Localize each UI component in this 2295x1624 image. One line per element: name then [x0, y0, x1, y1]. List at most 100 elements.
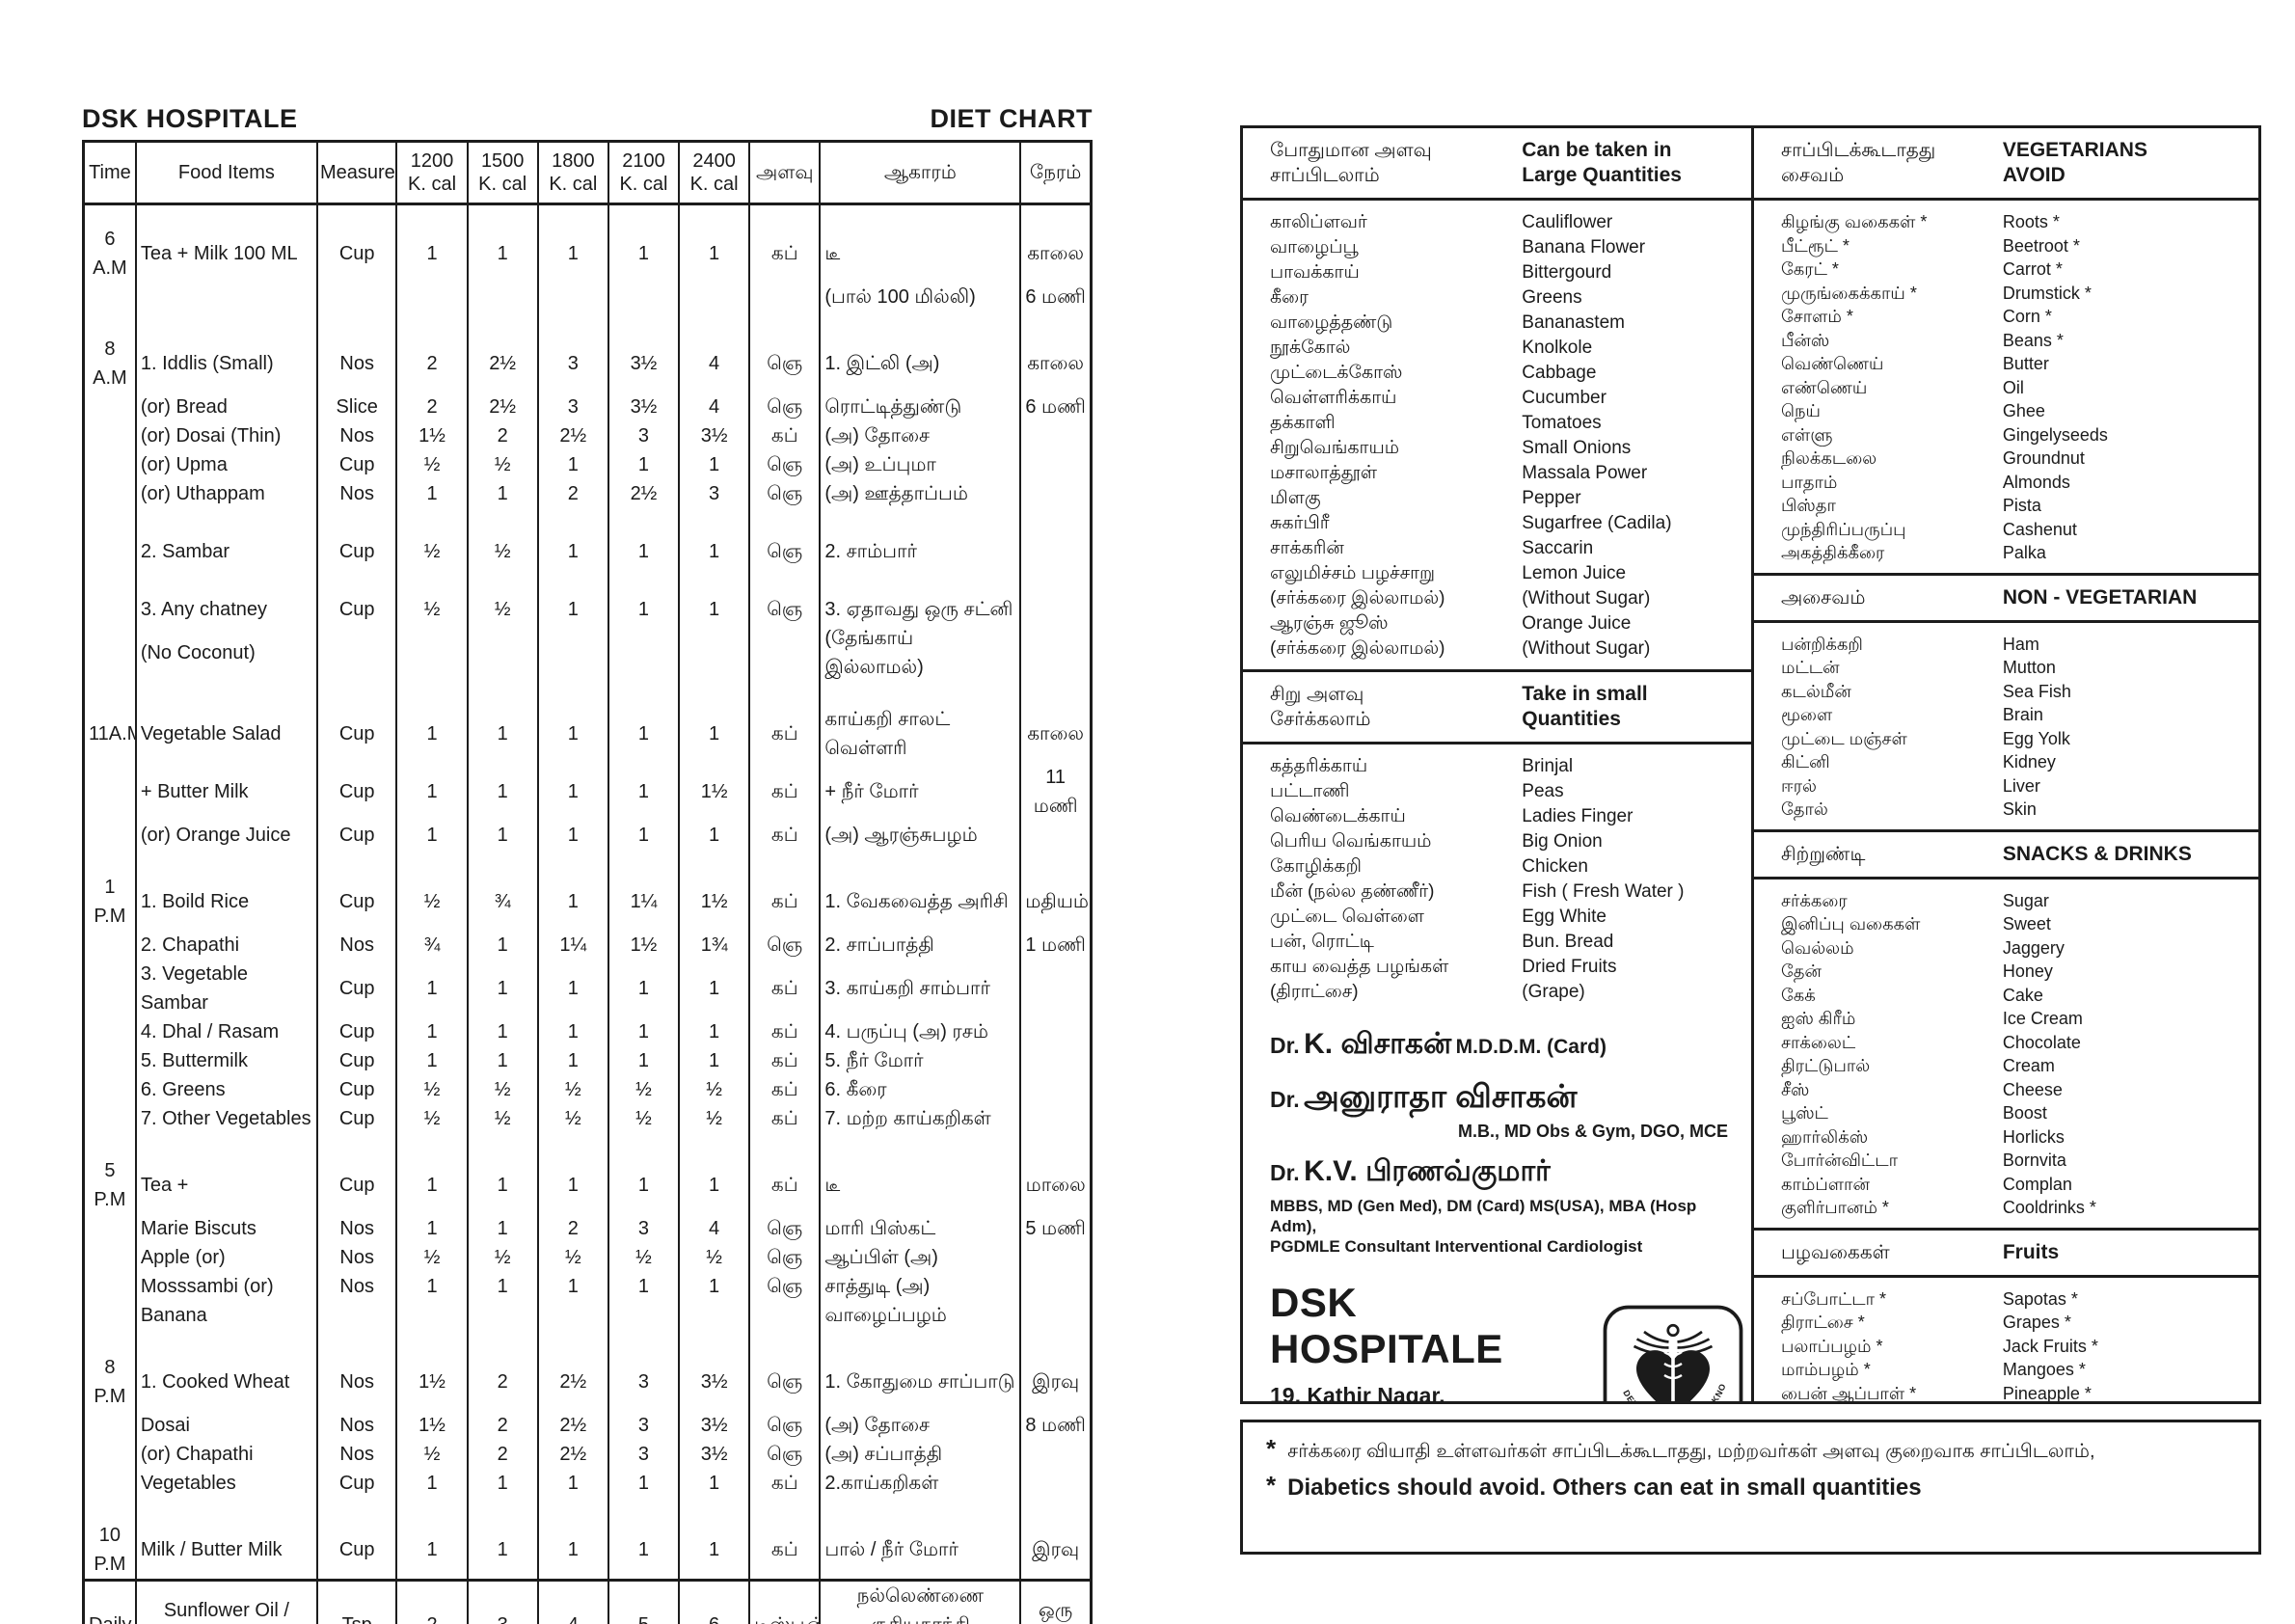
table-cell: 1: [466, 479, 539, 508]
table-cell: 1. Iddlis (Small): [134, 311, 318, 392]
term-english: Boost: [2002, 1103, 2047, 1123]
doctor-name: K.V. பிரணவ்குமார்: [1304, 1155, 1551, 1187]
term-english: Egg White: [1522, 907, 1606, 927]
table-cell: Cup: [315, 1498, 398, 1581]
table-cell: 1: [536, 1498, 609, 1581]
table-cell: [82, 1411, 137, 1440]
table-cell: 1. கோதுமை சாப்பாடு: [819, 1330, 1022, 1411]
term-english: Beetroot *: [2002, 235, 2080, 256]
term-tamil: வெண்டைக்காய்: [1270, 806, 1406, 826]
table-row: (or) Dosai (Thin) Nos 1½ 2 2½ 3 3½ கப் (அ) தோசை: [82, 421, 1093, 450]
table-cell: டீ: [819, 203, 1022, 283]
table-cell: (or) Bread: [134, 392, 318, 421]
term-tamil: ஐஸ் கிரீம்: [1781, 1009, 1856, 1028]
table-cell: Cup: [315, 595, 398, 624]
non-vegetarian-list: பன்றிக்கறி Ham மட்டன் Mutton கடல்மீன் Sea Fis…: [1754, 623, 2258, 829]
table-cell: வாழைப்பழம்: [819, 1301, 1022, 1330]
term-english: Tomatoes: [1522, 413, 1602, 433]
term-english: Sugarfree (Cadila): [1522, 513, 1672, 533]
list-item: ஹார்லிக்ஸ் Horlicks: [1781, 1125, 2253, 1150]
list-item: காலிப்ளவர் Cauliflower: [1270, 210, 1745, 235]
table-row: 5. Buttermilk Cup 1 1 1 1 1 கப் 5. நீர் மோர்: [82, 1046, 1093, 1075]
term-tamil: சப்போட்டா *: [1781, 1288, 1887, 1309]
table-cell: 2: [466, 1330, 539, 1411]
term-english: Knolkole: [1522, 338, 1593, 358]
table-cell: 1: [466, 682, 539, 763]
table-cell: [82, 1104, 137, 1133]
table-cell: [536, 1301, 609, 1330]
term-english: Bananastem: [1522, 312, 1625, 333]
term-english: Orange Juice: [1522, 613, 1632, 634]
table-row: Dosai Nos 1½ 2 2½ 3 3½ ஞெ (அ) தோசை 8 மணி: [82, 1411, 1093, 1440]
list-item: தக்காளி Tomatoes: [1270, 411, 1745, 436]
term-english: Corn *: [2002, 307, 2052, 326]
table-cell: 3. Any chatney: [134, 595, 318, 624]
term-tamil: பாவக்காய்: [1270, 262, 1360, 283]
term-english: Skin: [2002, 799, 2037, 819]
term-english: Mutton: [2002, 658, 2056, 677]
table-cell: [607, 566, 681, 595]
term-english: Butter: [2002, 354, 2049, 373]
table-row: 8 P.M 1. Cooked Wheat Nos 1½ 2 2½ 3 3½ ஞெ 1. கோது…: [82, 1330, 1093, 1411]
term-english: Sapotas *: [2002, 1288, 2078, 1309]
list-item: முருங்கைக்காய் * Drumstick *: [1781, 282, 2253, 306]
term-tamil: வெள்ளரிக்காய்: [1270, 388, 1397, 408]
list-item: பன்றிக்கறி Ham: [1781, 633, 2253, 657]
table-cell: ½: [466, 1075, 539, 1104]
term-tamil: முருங்கைக்காய் *: [1781, 283, 1917, 303]
term-tamil: (சர்க்கரை இல்லாமல்): [1270, 638, 1445, 659]
table-cell: Cup: [315, 1133, 398, 1214]
hospital-block: DSK HOSPITALE 19, Kathir Nagar,Kangeyam …: [1243, 1270, 1751, 1401]
table-cell: Nos: [315, 1214, 398, 1243]
table-cell: 5: [607, 1579, 681, 1624]
term-tamil: பன்றிக்கறி: [1781, 634, 1863, 654]
table-cell: [82, 421, 137, 450]
column-header: 1500 K. cal: [466, 141, 539, 205]
term-tamil: தக்காளி: [1270, 413, 1336, 433]
list-item: முட்டை வெள்ளை Egg White: [1270, 905, 1745, 930]
term-tamil: நூக்கோல்: [1270, 338, 1351, 358]
table-cell: [134, 283, 318, 311]
table-cell: ½: [607, 1104, 681, 1133]
term-english: Palka: [2002, 543, 2046, 562]
table-cell: [82, 595, 137, 624]
table-cell: 1: [466, 1272, 539, 1301]
table-cell: ஒரு நாள்: [1019, 1579, 1093, 1624]
list-item: முட்டைக்கோஸ் Cabbage: [1270, 361, 1745, 386]
table-cell: (அ) ஊத்தாப்பம்: [819, 479, 1022, 508]
table-cell: 7. Other Vegetables: [134, 1104, 318, 1133]
table-cell: 1: [536, 537, 609, 566]
term-tamil: தேன்: [1781, 961, 1822, 981]
list-item: எண்ணெய் Oil: [1781, 376, 2253, 400]
table-cell: 1: [395, 1498, 469, 1581]
term-english: Almonds: [2002, 472, 2070, 492]
table-cell: 10 P.M: [82, 1498, 137, 1581]
chart-title: DIET CHART: [930, 104, 1093, 133]
table-cell: [748, 624, 822, 682]
fruits-list: சப்போட்டா * Sapotas * திராட்சை * Grapes * பல…: [1754, 1278, 2258, 1402]
term-english: Jack Fruits *: [2002, 1336, 2098, 1356]
table-cell: (or) Orange Juice: [134, 821, 318, 850]
table-cell: (or) Chapathi: [134, 1440, 318, 1469]
table-cell: [315, 566, 398, 595]
list-item: இனிப்பு வகைகள் Sweet: [1781, 912, 2253, 936]
table-cell: ½: [678, 1075, 751, 1104]
list-item: கிழங்கு வகைகள் * Roots *: [1781, 210, 2253, 234]
table-cell: [395, 1301, 469, 1330]
term-english: (Without Sugar): [1522, 638, 1651, 659]
table-cell: 1: [536, 850, 609, 931]
vegetarians-avoid-list: கிழங்கு வகைகள் * Roots * பீட்ரூட் * Beetroo…: [1754, 201, 2258, 573]
table-cell: 6. கீரை: [819, 1075, 1022, 1104]
term-tamil: பைன் ஆப்பாள் *: [1781, 1383, 1917, 1402]
term-tamil: ஹார்லிக்ஸ்: [1781, 1126, 1869, 1147]
term-tamil: மிளகு: [1270, 488, 1321, 508]
table-cell: [536, 508, 609, 537]
list-item: பீட்ரூட் * Beetroot *: [1781, 234, 2253, 258]
column-header: 1200 K. cal: [395, 141, 469, 205]
table-cell: [395, 283, 469, 311]
term-tamil: முட்டை வெள்ளை: [1270, 907, 1424, 927]
doctor-entry: Dr. K.V. பிரணவ்குமார் MBBS, MD (Gen Med)…: [1270, 1155, 1742, 1257]
table-cell: காலை: [1019, 311, 1093, 392]
table-cell: 8 A.M: [82, 311, 137, 392]
term-english: Roots *: [2002, 212, 2060, 231]
